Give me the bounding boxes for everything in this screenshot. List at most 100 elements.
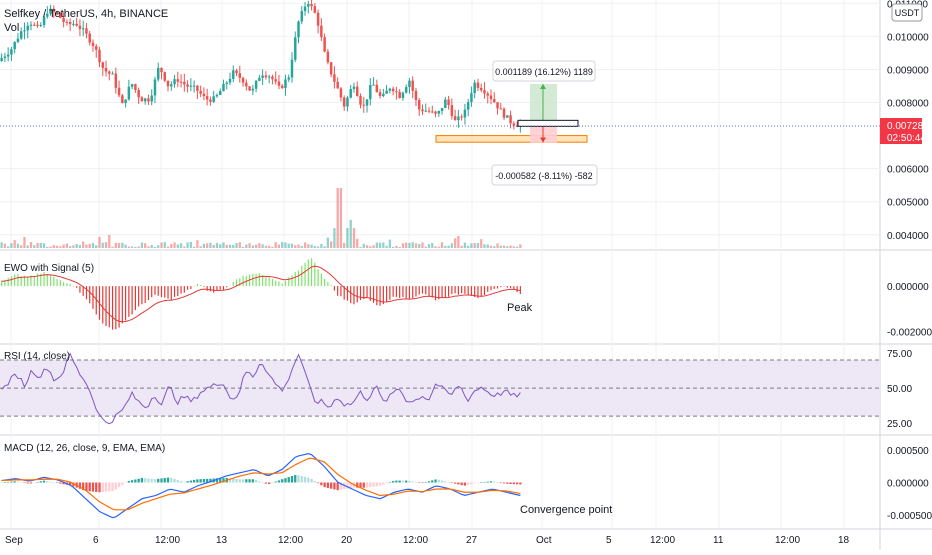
candle-body[interactable] bbox=[261, 75, 264, 78]
candle-body[interactable] bbox=[457, 116, 460, 121]
candle-body[interactable] bbox=[329, 62, 333, 75]
candle-body[interactable] bbox=[199, 90, 202, 94]
last-price-tag[interactable] bbox=[880, 118, 922, 145]
candle-body[interactable] bbox=[310, 4, 313, 7]
candle-body[interactable] bbox=[421, 109, 424, 112]
candle-body[interactable] bbox=[447, 99, 450, 106]
candle-body[interactable] bbox=[0, 57, 3, 61]
candle-body[interactable] bbox=[382, 93, 385, 97]
time-axis[interactable]: Sep 6 12:00 13 12:00 20 12:00 27 Oct 5 12:00 11 12:0… bbox=[5, 535, 850, 546]
candle-body[interactable] bbox=[114, 73, 118, 88]
candle-body[interactable] bbox=[515, 125, 519, 127]
candle-body[interactable] bbox=[108, 71, 111, 74]
candle-body[interactable] bbox=[212, 96, 215, 102]
candle-body[interactable] bbox=[10, 49, 13, 55]
candle-body[interactable] bbox=[271, 76, 274, 80]
candle-body[interactable] bbox=[359, 95, 362, 105]
candle-body[interactable] bbox=[460, 116, 463, 118]
candle-body[interactable] bbox=[385, 90, 388, 94]
candle-body[interactable] bbox=[313, 6, 317, 13]
candle-body[interactable] bbox=[506, 115, 509, 118]
candle-body[interactable] bbox=[307, 4, 310, 7]
candle-body[interactable] bbox=[401, 92, 405, 99]
candle-body[interactable] bbox=[264, 75, 268, 78]
candle-body[interactable] bbox=[284, 79, 287, 88]
candle-body[interactable] bbox=[39, 24, 43, 26]
candle-body[interactable] bbox=[232, 70, 235, 79]
candle-body[interactable] bbox=[222, 83, 225, 92]
candle-body[interactable] bbox=[254, 80, 258, 89]
candle-body[interactable] bbox=[463, 109, 467, 118]
candle-body[interactable] bbox=[241, 77, 245, 83]
candle-body[interactable] bbox=[267, 76, 271, 78]
volume-pane[interactable] bbox=[0, 188, 522, 248]
candle-body[interactable] bbox=[147, 98, 150, 102]
candle-body[interactable] bbox=[192, 85, 196, 87]
candle-body[interactable] bbox=[251, 88, 255, 91]
candle-body[interactable] bbox=[414, 90, 418, 101]
candle-body[interactable] bbox=[303, 6, 307, 12]
candle-body[interactable] bbox=[476, 82, 480, 88]
candle-body[interactable] bbox=[509, 115, 512, 124]
candle-body[interactable] bbox=[137, 90, 140, 98]
candle-body[interactable] bbox=[437, 110, 441, 114]
candle-body[interactable] bbox=[218, 91, 222, 95]
candle-body[interactable] bbox=[320, 25, 323, 38]
candle-body[interactable] bbox=[427, 110, 431, 112]
candle-body[interactable] bbox=[202, 93, 206, 97]
candle-body[interactable] bbox=[121, 95, 124, 104]
candle-body[interactable] bbox=[163, 72, 166, 81]
candle-body[interactable] bbox=[33, 24, 36, 26]
candle-body[interactable] bbox=[150, 95, 153, 102]
candle-body[interactable] bbox=[326, 51, 330, 63]
candle-body[interactable] bbox=[143, 98, 147, 102]
candle-body[interactable] bbox=[450, 105, 454, 117]
candle-body[interactable] bbox=[19, 31, 23, 39]
candle-body[interactable] bbox=[473, 82, 476, 94]
candle-body[interactable] bbox=[356, 86, 359, 96]
candle-body[interactable] bbox=[23, 30, 26, 32]
candle-body[interactable] bbox=[117, 87, 121, 96]
candle-body[interactable] bbox=[91, 42, 95, 47]
candle-body[interactable] bbox=[391, 88, 395, 92]
candle-body[interactable] bbox=[323, 37, 326, 52]
candle-body[interactable] bbox=[440, 107, 444, 111]
candle-body[interactable] bbox=[160, 67, 163, 73]
candle-body[interactable] bbox=[479, 87, 483, 91]
candle-body[interactable] bbox=[453, 116, 457, 121]
candle-body[interactable] bbox=[349, 88, 352, 98]
candle-body[interactable] bbox=[209, 99, 212, 102]
candle-body[interactable] bbox=[408, 80, 411, 88]
candle-body[interactable] bbox=[153, 79, 157, 96]
candle-body[interactable] bbox=[173, 79, 176, 85]
candle-body[interactable] bbox=[493, 99, 496, 103]
candle-body[interactable] bbox=[489, 95, 493, 100]
candle-body[interactable] bbox=[59, 12, 62, 18]
candle-body[interactable] bbox=[431, 111, 434, 113]
candle-body[interactable] bbox=[215, 94, 219, 97]
candle-body[interactable] bbox=[362, 104, 366, 106]
candle-body[interactable] bbox=[6, 54, 10, 57]
candle-body[interactable] bbox=[483, 90, 486, 94]
candle-body[interactable] bbox=[72, 23, 75, 25]
candle-body[interactable] bbox=[499, 108, 503, 110]
candle-body[interactable] bbox=[36, 24, 39, 26]
candle-body[interactable] bbox=[470, 93, 473, 103]
candle-body[interactable] bbox=[225, 82, 228, 84]
candle-body[interactable] bbox=[297, 21, 300, 38]
candle-body[interactable] bbox=[127, 86, 131, 100]
entry-marker[interactable] bbox=[517, 119, 579, 127]
candle-body[interactable] bbox=[75, 23, 78, 26]
candle-body[interactable] bbox=[88, 33, 91, 43]
rsi-pane[interactable] bbox=[0, 352, 880, 425]
candle-body[interactable] bbox=[49, 8, 52, 14]
candle-body[interactable] bbox=[205, 96, 209, 100]
candle-body[interactable] bbox=[258, 77, 261, 81]
candle-body[interactable] bbox=[134, 84, 137, 91]
candle-body[interactable] bbox=[398, 91, 401, 99]
candle-body[interactable] bbox=[55, 11, 59, 13]
candle-body[interactable] bbox=[316, 12, 320, 26]
candle-body[interactable] bbox=[101, 62, 105, 68]
price-axis[interactable]: 0.004000 0.005000 0.006000 0.008000 0.009000… bbox=[880, 0, 932, 522]
